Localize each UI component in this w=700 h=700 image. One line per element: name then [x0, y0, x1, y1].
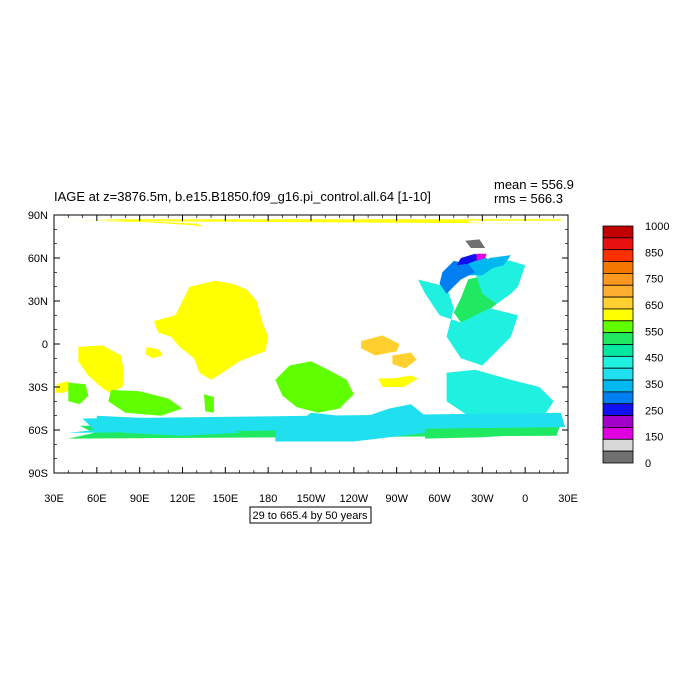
colorbar-swatch	[602, 225, 634, 239]
colorbar-swatch	[602, 320, 634, 334]
rms-stat: rms = 566.3	[494, 191, 563, 206]
map-regions	[54, 219, 566, 442]
colorbar-swatch	[602, 332, 634, 345]
iage-region-7	[361, 335, 400, 356]
iage-region-4	[89, 219, 561, 227]
x-tick-label: 120E	[170, 493, 196, 505]
colorbar-label: 150	[645, 432, 663, 444]
colorbar-label: 650	[645, 300, 663, 312]
x-tick-label: 30E	[558, 493, 578, 505]
x-tick-label: 90E	[130, 493, 150, 505]
colorbar-swatch	[602, 249, 634, 262]
iage-region-21	[68, 412, 566, 433]
y-tick-label: 90S	[28, 468, 48, 480]
x-tick-label: 60E	[87, 493, 107, 505]
iage-region-5	[54, 220, 557, 224]
colorbar-swatch	[602, 438, 634, 452]
colorbar-label: 850	[645, 247, 663, 259]
colorbar-label: 250	[645, 405, 663, 417]
colorbar-swatch	[602, 296, 634, 310]
colorbar-swatch	[602, 355, 634, 369]
x-tick-label: 120W	[339, 493, 368, 505]
colorbar-label: 750	[645, 274, 663, 286]
x-tick-label: 90W	[385, 493, 408, 505]
x-tick-label: 30W	[471, 493, 494, 505]
colorbar-swatch	[602, 427, 634, 440]
contour-info: 29 to 665.4 by 50 years	[253, 510, 368, 522]
contour-info-box	[249, 506, 372, 524]
iage-region-27	[465, 239, 486, 248]
y-axis: 90N 60N 30N 0 30S 60S 90S	[28, 210, 568, 480]
iage-region-3	[145, 346, 163, 359]
iage-region-16	[418, 279, 518, 366]
chart-title: IAGE at z=3876.5m, b.e15.B1850.f09_g16.p…	[54, 189, 431, 204]
colorbar-swatch	[602, 403, 634, 417]
y-tick-label: 60N	[28, 253, 48, 265]
y-tick-label: 0	[42, 339, 48, 351]
x-tick-label: 180	[259, 493, 277, 505]
x-tick-label: 0	[522, 493, 528, 505]
colorbar-label: 0	[645, 458, 651, 470]
iage-region-9	[275, 361, 354, 413]
x-axis: 30E 60E 90E 120E 150E 180 150W 120W 90W 60W 30W 0 30…	[44, 215, 578, 505]
iage-region-26	[476, 253, 487, 261]
colorbar-swatch	[602, 450, 634, 464]
colorbar-label: 550	[645, 326, 663, 338]
colorbar-swatch	[602, 344, 634, 357]
iage-region-11	[203, 394, 214, 413]
colorbar-swatch	[602, 379, 634, 393]
mean-stat: mean = 556.9	[494, 177, 574, 192]
colorbar-swatch	[602, 308, 634, 322]
colorbar-label: 350	[645, 379, 663, 391]
iage-region-6	[378, 375, 419, 387]
colorbar-label: 450	[645, 353, 663, 365]
iage-region-25	[456, 253, 483, 266]
iage-region-1	[78, 345, 124, 393]
colorbar: 1000 850 750 650 550 450 350 250 150 0	[602, 221, 669, 470]
iage-region-23	[475, 255, 511, 273]
colorbar-swatch	[602, 237, 634, 251]
y-tick-label: 30S	[28, 382, 48, 394]
iage-region-24	[439, 260, 476, 294]
iage-region-12	[68, 382, 89, 405]
x-tick-label: 30E	[44, 493, 64, 505]
iage-region-8	[392, 352, 417, 369]
x-tick-label: 60W	[428, 493, 451, 505]
colorbar-swatch	[602, 284, 634, 298]
x-tick-label: 150W	[297, 493, 326, 505]
colorbar-swatch	[602, 272, 634, 286]
colorbar-swatch	[602, 367, 634, 381]
iage-region-0	[153, 280, 269, 380]
colorbar-swatch	[602, 261, 634, 274]
y-tick-label: 90N	[28, 210, 48, 222]
colorbar-swatch	[602, 391, 634, 405]
x-tick-label: 150E	[212, 493, 238, 505]
y-tick-label: 60S	[28, 425, 48, 437]
colorbar-swatch	[602, 415, 634, 428]
y-tick-label: 30N	[28, 296, 48, 308]
colorbar-label: 1000	[645, 221, 669, 233]
iage-region-10	[108, 389, 183, 416]
iage-region-17	[446, 369, 554, 423]
